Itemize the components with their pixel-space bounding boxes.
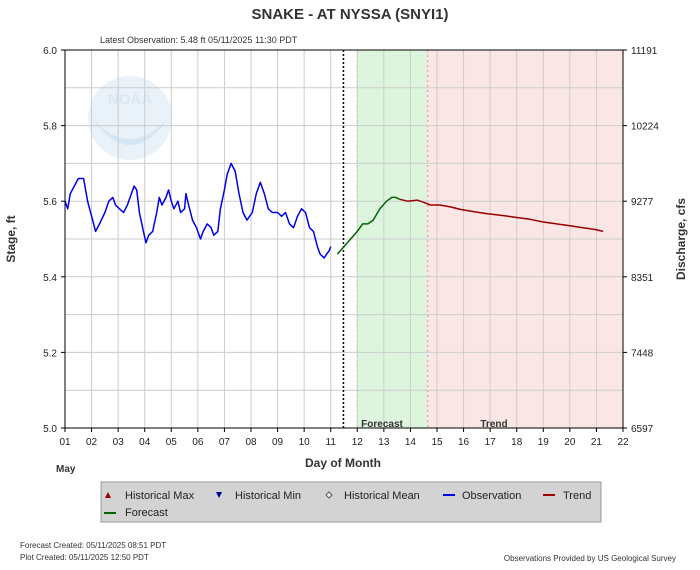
x-tick-label: 10 (299, 437, 311, 448)
triangle-down-icon (216, 492, 222, 498)
y2-tick-label: 7448 (631, 348, 654, 359)
y2-tick-label: 9277 (631, 197, 654, 208)
legend-label: Forecast (125, 507, 168, 519)
x-tick-label: 01 (59, 437, 71, 448)
plot-created: Plot Created: 05/11/2025 12:50 PDT (20, 553, 149, 562)
x-tick-label: 09 (272, 437, 284, 448)
y2-tick-label: 8351 (631, 273, 654, 284)
x-tick-label: 03 (113, 437, 125, 448)
x-tick-label: 11 (326, 437, 337, 448)
trend-region-label: Trend (480, 419, 507, 430)
y-axis-label: Stage, ft (4, 215, 18, 262)
x-tick-label: 19 (538, 437, 550, 448)
legend-box (100, 481, 602, 523)
noaa-logo-icon (88, 76, 172, 160)
series-observation (64, 162, 332, 259)
series-lines (64, 162, 604, 259)
x-tick-label: 06 (192, 437, 204, 448)
legend-item-historical-mean: Historical Mean (325, 490, 420, 502)
x-tick-label: 16 (458, 437, 470, 448)
x-tick-label: 05 (166, 437, 178, 448)
x-tick-label: 18 (511, 437, 523, 448)
legend: Historical Max Historical Min Historical… (100, 481, 602, 523)
diamond-icon (325, 491, 333, 499)
data-credit: Observations Provided by US Geological S… (504, 554, 676, 563)
y-tick-label: 5.4 (43, 273, 57, 284)
noaa-logo-text: NOAA (108, 91, 152, 108)
axis-ticks: 01 02 03 04 05 06 07 08 09 10 11 12 13 14 15 16 17 18 19 20… (43, 46, 659, 448)
series-trend (399, 198, 604, 233)
triangle-up-icon (105, 492, 111, 498)
month-label: May (56, 464, 76, 475)
noaa-watermark: NOAA (88, 76, 172, 160)
latest-observation: Latest Observation: 5.48 ft 05/11/2025 1… (100, 35, 298, 45)
legend-item-observation: Observation (443, 490, 521, 502)
y2-tick-label: 11191 (631, 46, 658, 57)
x-tick-label: 08 (245, 437, 257, 448)
x-tick-label: 14 (405, 437, 417, 448)
x-tick-label: 12 (352, 437, 364, 448)
y2-tick-label: 6597 (631, 424, 654, 435)
forecast-region-label: Forecast (361, 419, 403, 430)
x-tick-label: 15 (431, 437, 443, 448)
legend-item-forecast: Forecast (104, 507, 168, 519)
x-tick-label: 02 (86, 437, 98, 448)
noaa-logo-wave-icon (92, 118, 168, 145)
y-tick-label: 5.8 (43, 122, 57, 133)
y-tick-label: 5.0 (43, 424, 57, 435)
x-tick-label: 22 (617, 437, 629, 448)
y-tick-label: 6.0 (43, 46, 57, 57)
legend-label: Historical Mean (344, 490, 420, 502)
x-axis-label: Day of Month (305, 456, 381, 470)
y2-tick-label: 10224 (631, 122, 659, 133)
legend-item-historical-max: Historical Max (105, 490, 195, 502)
y-tick-label: 5.6 (43, 197, 57, 208)
x-tick-label: 21 (591, 437, 603, 448)
chart-title: SNAKE - AT NYSSA (SNYI1) (252, 6, 449, 23)
legend-label: Trend (563, 490, 591, 502)
x-tick-label: 07 (219, 437, 231, 448)
x-tick-label: 20 (564, 437, 576, 448)
x-tick-label: 17 (485, 437, 497, 448)
series-forecast (336, 196, 401, 255)
forecast-created: Forecast Created: 05/11/2025 08:51 PDT (20, 541, 166, 550)
x-tick-label: 13 (378, 437, 390, 448)
y2-axis-label: Discharge, cfs (674, 198, 688, 280)
y-tick-label: 5.2 (43, 348, 57, 359)
legend-item-historical-min: Historical Min (216, 490, 301, 502)
legend-label: Observation (462, 490, 521, 502)
grid (65, 50, 623, 428)
plot-frame (64, 49, 624, 429)
legend-label: Historical Min (235, 490, 301, 502)
legend-item-trend: Trend (543, 490, 591, 502)
x-tick-label: 04 (139, 437, 151, 448)
legend-label: Historical Max (125, 490, 195, 502)
